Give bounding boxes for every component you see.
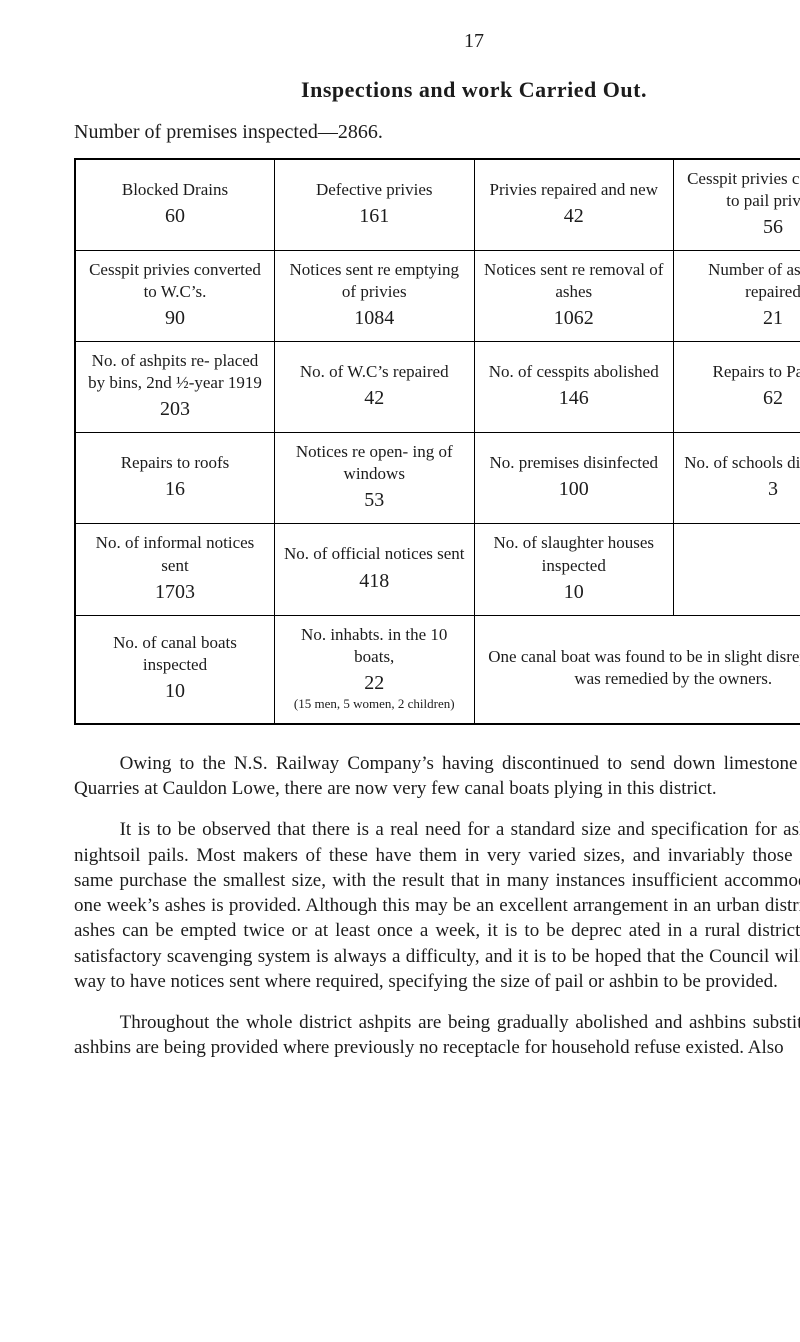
body-paragraph: Owing to the N.S. Railway Company’s havi… bbox=[74, 751, 800, 802]
cell: No. of canal boats inspected 10 bbox=[75, 615, 275, 724]
cell-value: 1084 bbox=[281, 305, 468, 331]
cell-label: Cesspit privies converted to W.C’s. bbox=[82, 259, 268, 303]
cell-value: 1703 bbox=[82, 579, 268, 605]
cell-label: Privies repaired and new bbox=[481, 179, 668, 201]
cell-value: 161 bbox=[281, 203, 468, 229]
intro-line: Number of premises inspected—2866. bbox=[74, 119, 800, 146]
cell-merged: One canal boat was found to be in slight… bbox=[474, 615, 800, 724]
inspections-table: Blocked Drains 60 Defective privies 161 … bbox=[74, 158, 800, 725]
cell-empty bbox=[674, 524, 800, 615]
page-number: 17 bbox=[74, 28, 800, 55]
cell-label: Number of ash pits repaired bbox=[680, 259, 800, 303]
cell: Cesspit privies converted to pail privie… bbox=[674, 159, 800, 251]
cell-label: Repairs to Paving bbox=[680, 361, 800, 383]
cell-value: 53 bbox=[281, 487, 468, 513]
cell-value: 1062 bbox=[481, 305, 668, 331]
cell: No. of cesspits abolished 146 bbox=[474, 342, 674, 433]
cell: Cesspit privies converted to W.C’s. 90 bbox=[75, 250, 275, 341]
merged-text: One canal boat was found to be in slight… bbox=[488, 647, 800, 688]
cell: No. inhabts. in the 10 boats, 22 (15 men… bbox=[275, 615, 475, 724]
cell: Repairs to roofs 16 bbox=[75, 433, 275, 524]
cell-label: No. of official notices sent bbox=[281, 543, 468, 565]
cell-value: 10 bbox=[82, 678, 268, 704]
cell: Blocked Drains 60 bbox=[75, 159, 275, 251]
cell-value: 42 bbox=[281, 385, 468, 411]
cell-value: 146 bbox=[481, 385, 668, 411]
cell-label: No. of schools disinfected bbox=[680, 452, 800, 474]
cell-label: Blocked Drains bbox=[82, 179, 268, 201]
cell-label: Repairs to roofs bbox=[82, 452, 268, 474]
cell-label: No. of informal notices sent bbox=[82, 532, 268, 576]
table-row: Cesspit privies converted to W.C’s. 90 N… bbox=[75, 250, 800, 341]
cell-label: Notices re open- ing of windows bbox=[281, 441, 468, 485]
cell-value: 21 bbox=[680, 305, 800, 331]
cell-value: 62 bbox=[680, 385, 800, 411]
table-row: No. of informal notices sent 1703 No. of… bbox=[75, 524, 800, 615]
table-row: Repairs to roofs 16 Notices re open- ing… bbox=[75, 433, 800, 524]
table-row: No. of canal boats inspected 10 No. inha… bbox=[75, 615, 800, 724]
body-paragraph: Throughout the whole district ashpits ar… bbox=[74, 1010, 800, 1061]
cell-value: 42 bbox=[481, 203, 668, 229]
cell-label: Defective privies bbox=[281, 179, 468, 201]
cell-label: No. premises disinfected bbox=[481, 452, 668, 474]
cell-label: No. of W.C’s repaired bbox=[281, 361, 468, 383]
cell: No. of ashpits re- placed by bins, 2nd ½… bbox=[75, 342, 275, 433]
cell-value: 203 bbox=[82, 396, 268, 422]
cell-value: 418 bbox=[281, 568, 468, 594]
cell-label: No. of slaughter houses inspected bbox=[481, 532, 668, 576]
cell: Repairs to Paving 62 bbox=[674, 342, 800, 433]
cell-label: Notices sent re emptying of privies bbox=[281, 259, 468, 303]
page-title: Inspections and work Carried Out. bbox=[74, 75, 800, 105]
cell: No. premises disinfected 100 bbox=[474, 433, 674, 524]
cell: Privies repaired and new 42 bbox=[474, 159, 674, 251]
cell-label: No. of ashpits re- placed by bins, 2nd ½… bbox=[82, 350, 268, 394]
cell-value: 100 bbox=[481, 476, 668, 502]
cell: No. of official notices sent 418 bbox=[275, 524, 475, 615]
cell: Notices sent re emptying of privies 1084 bbox=[275, 250, 475, 341]
cell: Notices re open- ing of windows 53 bbox=[275, 433, 475, 524]
body-paragraph: It is to be observed that there is a rea… bbox=[74, 817, 800, 994]
cell-value: 60 bbox=[82, 203, 268, 229]
table-row: No. of ashpits re- placed by bins, 2nd ½… bbox=[75, 342, 800, 433]
cell-label: No. inhabts. in the 10 boats, bbox=[281, 624, 468, 668]
cell-label: No. of canal boats inspected bbox=[82, 632, 268, 676]
cell-value: 10 bbox=[481, 579, 668, 605]
cell-label: No. of cesspits abolished bbox=[481, 361, 668, 383]
cell-label: Cesspit privies converted to pail privie… bbox=[680, 168, 800, 212]
cell-label: Notices sent re removal of ashes bbox=[481, 259, 668, 303]
cell-value: 16 bbox=[82, 476, 268, 502]
cell: Notices sent re removal of ashes 1062 bbox=[474, 250, 674, 341]
cell: No. of schools disinfected 3 bbox=[674, 433, 800, 524]
cell: Defective privies 161 bbox=[275, 159, 475, 251]
cell: No. of slaughter houses inspected 10 bbox=[474, 524, 674, 615]
cell: Number of ash pits repaired 21 bbox=[674, 250, 800, 341]
cell: No. of W.C’s repaired 42 bbox=[275, 342, 475, 433]
cell-value: 56 bbox=[680, 214, 800, 240]
cell-value: 3 bbox=[680, 476, 800, 502]
cell-value: 90 bbox=[82, 305, 268, 331]
cell: No. of informal notices sent 1703 bbox=[75, 524, 275, 615]
cell-value: 22 bbox=[281, 670, 468, 696]
cell-note: (15 men, 5 women, 2 children) bbox=[281, 696, 468, 713]
table-row: Blocked Drains 60 Defective privies 161 … bbox=[75, 159, 800, 251]
